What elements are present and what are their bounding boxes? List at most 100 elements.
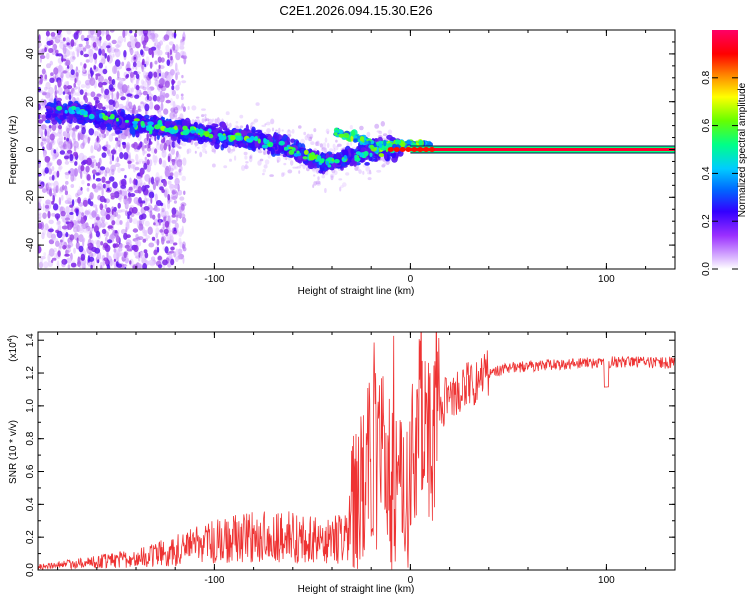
heatmap-cell [171,196,178,200]
heatmap-cell [266,128,271,134]
heatmap-cell [210,144,215,150]
heatmap-cell [95,100,98,108]
heatmap-cell [57,80,61,88]
heatmap-cell [169,58,174,64]
heatmap-cell [174,115,178,120]
y-tick-label: -40 [25,237,36,252]
heatmap-cell [261,124,267,127]
heatmap-cell [62,259,65,265]
heatmap-cell [42,227,46,236]
heatmap-cell [44,208,50,212]
heatmap-cell [213,150,216,154]
heatmap-cell [126,144,130,153]
heatmap-cell [82,199,88,207]
heatmap-cell [359,136,365,142]
y-tick-label: 0.8 [25,431,36,445]
heatmap-cell [91,210,97,218]
heatmap-cell [99,203,104,211]
heatmap-cell [75,208,79,217]
heatmap-cell [138,256,141,262]
heatmap-cell [244,165,249,170]
heatmap-cell [148,47,153,56]
heatmap-cell [142,45,146,49]
heatmap-cell [77,196,81,204]
heatmap-cell [114,126,121,135]
heatmap-cell [91,183,97,190]
heatmap-cell [69,64,74,71]
heatmap-cell [154,177,160,183]
heatmap-cell [48,168,53,175]
heatmap-cell [175,133,182,137]
heatmap-cell [147,202,152,208]
heatmap-cell [65,71,71,79]
heatmap-cell [278,140,285,146]
heatmap-cell [95,230,100,238]
heatmap-cell [140,101,144,105]
heatmap-cell [144,174,151,182]
heatmap-cell [48,92,51,97]
heatmap-cell [82,135,88,144]
heatmap-cell [181,80,187,84]
heatmap-cell [101,30,105,37]
heatmap-cell [158,64,161,70]
heatmap-cell [308,137,312,142]
heatmap-cell [62,91,66,95]
heatmap-cell [116,91,120,100]
heatmap-cell [62,235,65,241]
heatmap-cell [168,30,172,36]
heatmap-cell [286,129,292,135]
heatmap-cell [300,148,306,157]
heatmap-cell [55,49,59,54]
heatmap-cell [68,170,71,174]
heatmap-cell [105,180,111,184]
heatmap-cell [140,252,143,259]
heatmap-cell [342,132,350,138]
heatmap-cell [132,123,138,128]
y-tick-label: 40 [25,48,36,60]
heatmap-cell [370,144,374,150]
heatmap-cell [40,141,44,147]
heatmap-cell [92,204,98,208]
heatmap-cell [113,258,116,262]
heatmap-cell [291,129,295,134]
heatmap-cell [70,184,75,188]
heatmap-cell [133,118,140,122]
heatmap-cell [129,260,132,265]
heatmap-cell [125,114,132,121]
heatmap-cell [82,228,89,233]
heatmap-cell [164,246,169,254]
heatmap-cell [197,119,200,123]
heatmap-cell [175,109,178,112]
heatmap-cell [144,252,149,259]
heatmap-cell [83,53,89,58]
heatmap-cell [108,176,115,182]
heatmap-cell [57,250,61,257]
heatmap-cell [175,84,180,91]
heatmap-cell [108,99,114,105]
heatmap-cell [203,142,207,146]
heatmap-cell [354,157,361,162]
heatmap-cell [80,50,84,56]
heatmap-cell [48,176,53,181]
heatmap-cell [89,77,96,86]
heatmap-cell [49,188,52,197]
heatmap-cell [161,117,165,121]
heatmap-cell [86,157,92,166]
heatmap-cell [303,149,309,155]
heatmap-cell [162,259,168,266]
heatmap-cell [137,175,141,183]
heatmap-cell [118,103,124,110]
heatmap-cell [322,147,328,152]
heatmap-cell [78,245,84,253]
heatmap-cell [89,192,94,200]
snr-scale-suffix: ) [8,335,19,338]
heatmap-cell [60,215,66,220]
heatmap-cell [152,32,155,39]
heatmap-cell [169,111,175,120]
heatmap-cell [48,98,55,103]
heatmap-cell [335,152,341,160]
colorbar-gradient [712,30,738,269]
heatmap-cell [178,168,182,173]
heatmap-cell [116,70,120,79]
heatmap-cell [319,143,323,148]
